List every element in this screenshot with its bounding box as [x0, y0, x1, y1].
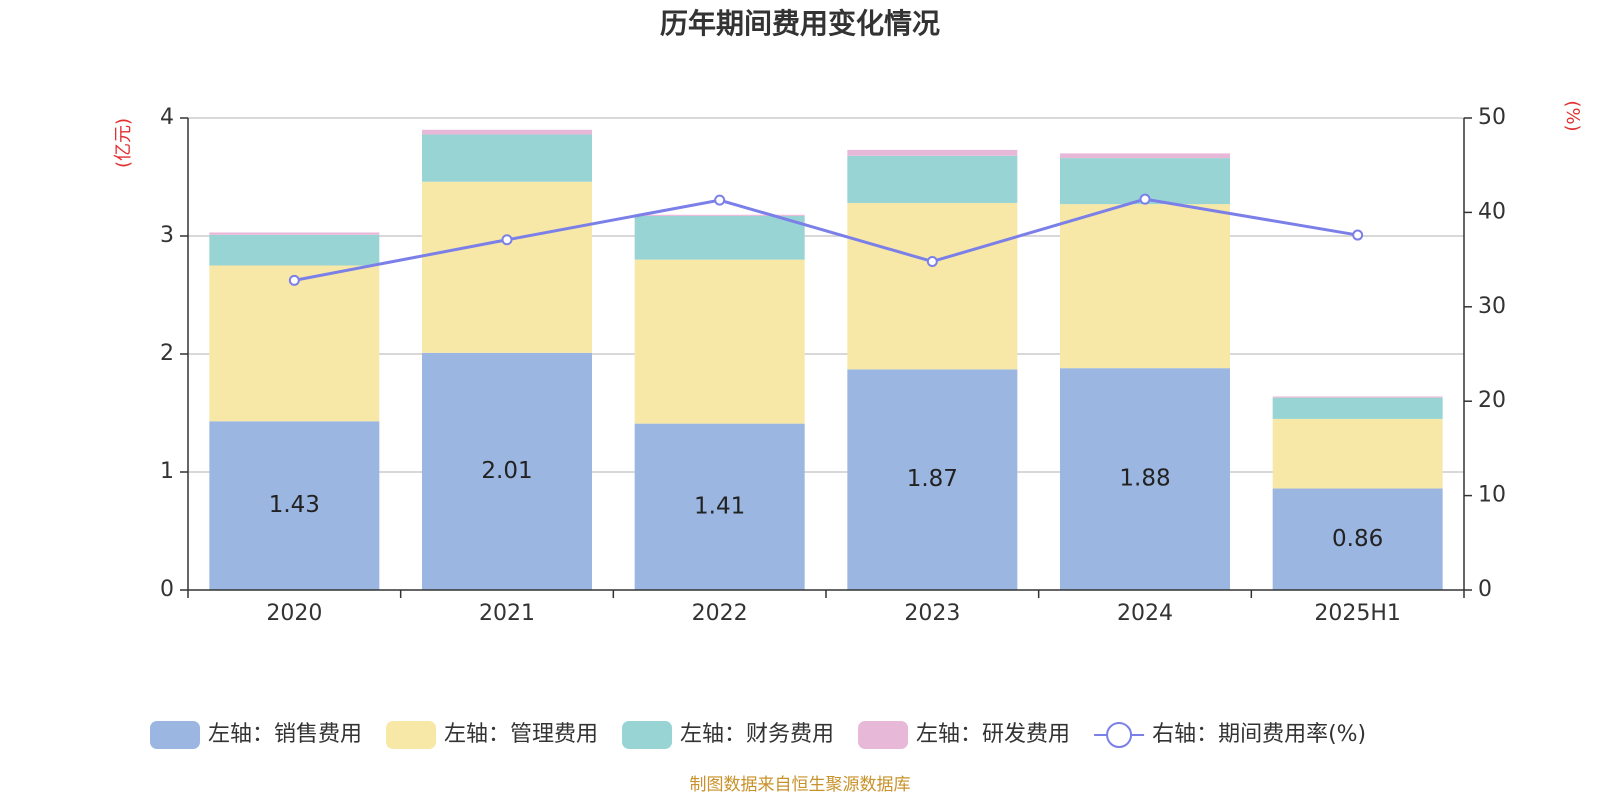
- bar-segment: [847, 369, 1018, 590]
- bar-segment: [422, 134, 592, 182]
- right-axis-tick-label: 30: [1478, 294, 1506, 319]
- right-axis-tick-label: 20: [1478, 388, 1506, 413]
- bar-segment: [1272, 396, 1443, 398]
- bar-segment: [1060, 368, 1230, 590]
- legend-swatch: [622, 721, 673, 749]
- legend-label: 左轴：研发费用: [916, 722, 1070, 747]
- bar-segment: [1272, 488, 1443, 590]
- x-axis-tick-label: 2025H1: [1314, 601, 1401, 626]
- rate-line-point: [501, 234, 513, 246]
- bar-data-label: 1.88: [1119, 466, 1170, 492]
- bar-data-label: 2.01: [481, 458, 532, 484]
- rate-line-path: [294, 197, 1358, 282]
- left-axis-unit: (亿元): [113, 118, 134, 168]
- bar-segment: [847, 155, 1018, 203]
- rate-line-point: [1352, 229, 1364, 241]
- legend-label: 左轴：销售费用: [208, 722, 362, 747]
- rate-line: [288, 193, 1364, 286]
- bars: [209, 129, 1443, 590]
- source-note: 制图数据来自恒生聚源数据库: [690, 775, 911, 795]
- bar-segment: [1272, 397, 1443, 419]
- bar-segment: [847, 149, 1018, 156]
- x-axis-tick-label: 2024: [1117, 601, 1173, 626]
- rate-line-point: [714, 194, 726, 206]
- bar-segment: [1272, 418, 1443, 489]
- bar-segment: [209, 265, 380, 422]
- bar-segment: [847, 202, 1018, 370]
- x-axis-tick-label: 2022: [692, 601, 748, 626]
- legend-swatch: [386, 721, 437, 749]
- bar-segment: [422, 352, 592, 590]
- chart-title: 历年期间费用变化情况: [660, 7, 940, 40]
- bar-data-label: 1.41: [694, 493, 745, 519]
- bar-segment: [634, 259, 805, 424]
- bar-data-label: 0.86: [1332, 526, 1383, 552]
- right-axis-tick-label: 0: [1478, 577, 1492, 602]
- legend-label: 右轴：期间费用率(%): [1152, 722, 1366, 747]
- bar-segment: [422, 129, 592, 135]
- bar-segment: [209, 234, 380, 266]
- legend-line-marker: [1106, 722, 1133, 748]
- x-axis-tick-label: 2023: [904, 601, 960, 626]
- grid-lines: [188, 117, 1464, 473]
- bar-data-label: 1.87: [907, 466, 958, 492]
- left-axis-tick-label: 2: [160, 341, 174, 366]
- right-axis-tick-label: 40: [1478, 199, 1506, 224]
- x-axis-tick-label: 2020: [266, 601, 322, 626]
- legend-label: 左轴：管理费用: [444, 722, 598, 747]
- legend-swatch: [150, 721, 200, 749]
- bar-segment: [634, 215, 805, 260]
- legend-label: 左轴：财务费用: [680, 722, 834, 747]
- rate-line-point: [288, 274, 300, 286]
- bar-segment: [1060, 204, 1230, 369]
- bar-segment: [422, 181, 592, 353]
- right-axis-unit: (%): [1562, 100, 1583, 131]
- right-axis-tick-label: 50: [1478, 105, 1506, 130]
- left-axis-tick-label: 1: [160, 459, 174, 484]
- data-labels: 1.43 2.01 1.41 1.87 1.88 0.86: [269, 458, 1384, 552]
- legend: 左轴：销售费用 左轴：管理费用 左轴：财务费用 左轴：研发费用 右轴：期间费用率(%): [150, 721, 1366, 749]
- bar-data-label: 1.43: [269, 492, 320, 518]
- left-axis-tick-label: 3: [160, 223, 174, 248]
- left-axis-tick-label: 4: [160, 105, 174, 130]
- bar-segment: [634, 214, 805, 216]
- x-axis-tick-label: 2021: [479, 601, 535, 626]
- bar-segment: [634, 423, 805, 590]
- bar-segment: [1060, 153, 1230, 159]
- legend-swatch: [858, 721, 909, 749]
- bar-segment: [209, 421, 380, 590]
- left-axis-tick-label: 0: [160, 577, 174, 602]
- bar-segment: [209, 232, 380, 235]
- rate-line-point: [926, 255, 938, 267]
- right-axis-tick-label: 10: [1478, 483, 1506, 508]
- rate-line-point: [1139, 193, 1151, 205]
